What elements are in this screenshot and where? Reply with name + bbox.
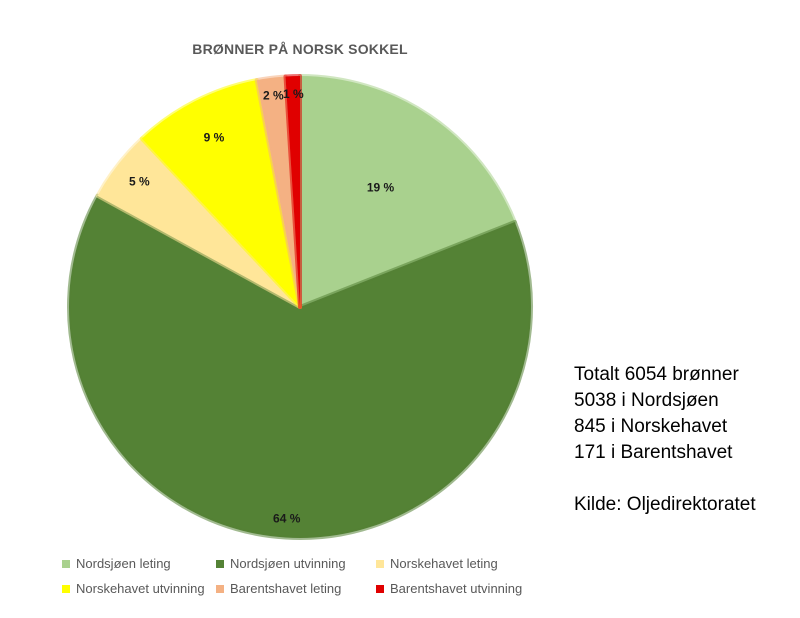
info-line-barentshavet: 171 i Barentshavet (574, 442, 733, 463)
slice-label: 1 % (283, 87, 304, 101)
slice-label: 9 % (204, 130, 225, 144)
slice-label: 19 % (367, 181, 395, 195)
legend-item: Barentshavet leting (216, 581, 376, 596)
source-note: Kilde: Oljedirektoratet (574, 494, 756, 515)
legend-swatch (376, 584, 384, 593)
legend-label: Barentshavet utvinning (390, 581, 523, 596)
slice-label: 64 % (273, 511, 301, 525)
legend-label: Nordsjøen leting (76, 556, 171, 571)
pie-chart: 19 % 64 % 5 % 9 % 2 % 1 % (67, 74, 533, 540)
legend-swatch (216, 559, 224, 568)
legend-label: Nordsjøen utvinning (230, 556, 346, 571)
info-line-norskehavet: 845 i Norskehavet (574, 416, 728, 437)
legend-swatch (216, 584, 224, 593)
legend-swatch (62, 559, 70, 568)
legend-label: Barentshavet leting (230, 581, 342, 596)
pie-slice (67, 193, 533, 540)
info-panel: Totalt 6054 brønner 5038 i Nordsjøen 845… (574, 362, 756, 518)
legend-swatch (376, 559, 384, 568)
legend-label: Norskehavet leting (390, 556, 498, 571)
info-line-total: Totalt 6054 brønner (574, 364, 739, 385)
legend-swatch (62, 584, 70, 593)
legend: Nordsjøen leting Nordsjøen utvinning Norsk… (62, 556, 562, 596)
pie-slice (283, 74, 302, 309)
legend-item: Barentshavet utvinning (376, 581, 546, 596)
legend-item: Nordsjøen utvinning (216, 556, 376, 571)
chart-title: BRØNNER PÅ NORSK SOKKEL (192, 41, 408, 57)
legend-item: Norskehavet utvinning (62, 581, 216, 596)
slice-label: 2 % (263, 88, 284, 102)
legend-item: Norskehavet leting (376, 556, 546, 571)
pie-slice (298, 74, 517, 309)
legend-item: Nordsjøen leting (62, 556, 216, 571)
info-line-nordsjoen: 5038 i Nordsjøen (574, 390, 719, 411)
slice-label: 5 % (129, 175, 150, 189)
pie-slice (139, 78, 302, 309)
legend-label: Norskehavet utvinning (76, 581, 205, 596)
